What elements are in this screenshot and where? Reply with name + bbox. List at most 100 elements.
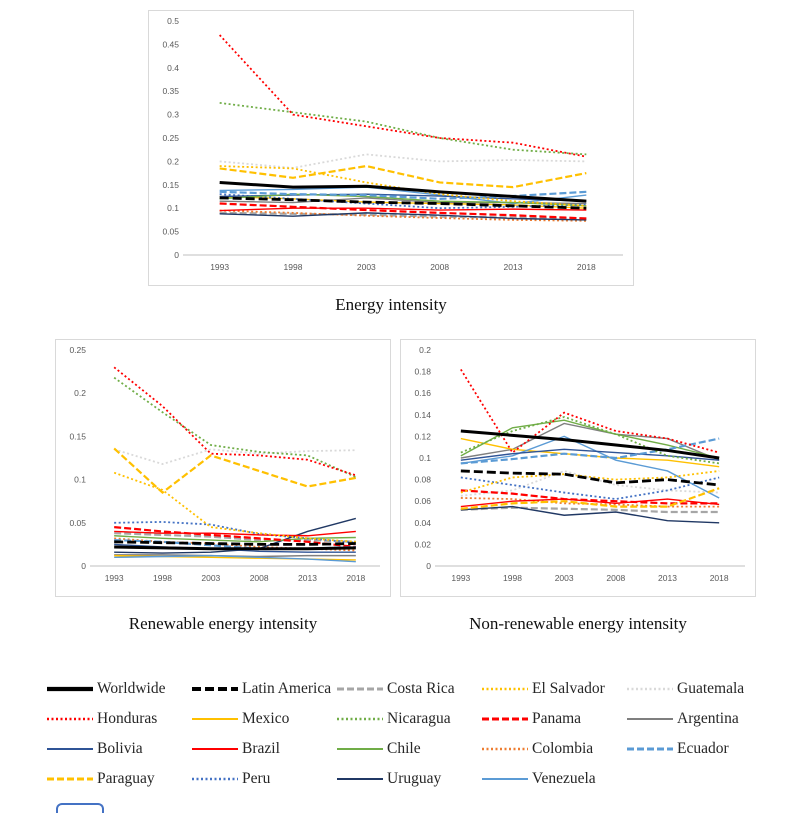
non-renewable-energy-intensity-chart: 0 0.02 0.04 0.06 0.08 0.1 0.12 0.14 0.16 0.18 0.2 1…	[400, 339, 756, 597]
series-line-argentina	[460, 422, 720, 461]
y-tick-label: 0.18	[414, 367, 431, 377]
series-line-ecuador	[219, 190, 587, 200]
legend-label: Guatemala	[677, 680, 745, 697]
x-tick-label: 1998	[153, 573, 172, 583]
x-tick-label: 2013	[298, 573, 317, 583]
legend-label: Mexico	[242, 710, 290, 727]
series-line-bolivia	[460, 448, 720, 461]
y-tick-label: 0.3	[167, 110, 179, 120]
series-line-worldwide	[219, 180, 587, 203]
legend-label: Paraguay	[97, 770, 155, 787]
legend-item-venezuela: Venezuela	[481, 764, 626, 794]
legend-item-uruguay: Uruguay	[336, 764, 481, 794]
legend-item-honduras: Honduras	[46, 704, 191, 734]
series-line-brazil	[219, 207, 587, 212]
x-tick-label: 2008	[430, 262, 449, 272]
y-tick-label: 0.25	[162, 133, 179, 143]
legend-line-sample-icon	[337, 748, 383, 750]
legend-item-el-salvador: El Salvador	[481, 674, 626, 704]
series-line-peru	[460, 476, 720, 500]
legend-label: Uruguay	[387, 770, 442, 787]
series-line-costa-rica	[114, 532, 356, 543]
x-tick-label: 2003	[357, 262, 376, 272]
legend-label: Chile	[387, 740, 421, 757]
legend-label: Latin America	[242, 680, 332, 697]
legend-line-sample-icon	[192, 718, 238, 720]
legend-item-worldwide: Worldwide	[46, 674, 191, 704]
series-line-venezuela	[219, 186, 587, 205]
y-tick-label: 0.16	[414, 388, 431, 398]
legend-line-sample-icon	[337, 717, 383, 721]
legend-item-bolivia: Bolivia	[46, 734, 191, 764]
x-tick-label: 2018	[346, 573, 365, 583]
legend-item-paraguay: Paraguay	[46, 764, 191, 794]
series-line-paraguay	[113, 447, 357, 494]
energy-intensity-chart: 0 0.05 0.1 0.15 0.2 0.25 0.3 0.35 0.4 0.45 0.5 1993…	[148, 10, 634, 286]
series-line-honduras	[219, 34, 587, 158]
x-tick-label: 1998	[284, 262, 303, 272]
legend-label: El Salvador	[532, 680, 605, 697]
y-tick-label: 0.14	[414, 410, 431, 420]
legend-line-sample-icon	[192, 777, 238, 781]
y-tick-label: 0.1	[419, 453, 431, 463]
y-tick-label: 0.15	[162, 180, 179, 190]
x-tick-label: 1993	[210, 262, 229, 272]
y-tick-label: 0.05	[162, 227, 179, 237]
legend-line-sample-icon	[192, 687, 238, 691]
x-tick-label: 1998	[503, 573, 522, 583]
x-tick-label: 2003	[555, 573, 574, 583]
y-tick-label: 0.2	[74, 388, 86, 398]
series-line-worldwide	[460, 429, 720, 460]
plot-area: 0 0.05 0.1 0.15 0.2 0.25 0.3 0.35 0.4 0.45 0.5 1993…	[162, 16, 623, 272]
y-tick-label: 0.15	[69, 431, 86, 441]
legend-label: Brazil	[242, 740, 280, 757]
x-tick-label: 2018	[710, 573, 729, 583]
legend-item-ecuador: Ecuador	[626, 734, 771, 764]
legend-label: Argentina	[677, 710, 739, 727]
series-line-ecuador	[460, 437, 720, 465]
legend-label: Venezuela	[532, 770, 596, 787]
series-line-nicaragua	[113, 376, 357, 478]
series-line-honduras	[460, 368, 720, 454]
legend-line-sample-icon	[192, 748, 238, 750]
legend-item-costa-rica: Costa Rica	[336, 674, 481, 704]
legend-item-nicaragua: Nicaragua	[336, 704, 481, 734]
series-line-paraguay	[460, 487, 720, 510]
legend-line-sample-icon	[47, 717, 93, 721]
legend-item-mexico: Mexico	[191, 704, 336, 734]
x-tick-label: 1993	[105, 573, 124, 583]
series-line-nicaragua	[219, 102, 587, 156]
legend-label: Peru	[242, 770, 271, 787]
series-line-mexico	[460, 437, 720, 468]
y-tick-label: 0.05	[69, 518, 86, 528]
y-tick-label: 0	[174, 250, 179, 260]
x-tick-label: 2013	[504, 262, 523, 272]
legend-line-sample-icon	[482, 778, 528, 780]
y-tick-label: 0.04	[414, 518, 431, 528]
y-tick-label: 0.02	[414, 539, 431, 549]
series-line-guatemala	[460, 470, 720, 497]
legend-line-sample-icon	[627, 747, 673, 751]
series-line-chile	[219, 193, 587, 207]
renewable-energy-intensity-chart: 0 0.05 0.1 0.15 0.2 0.25 1993 1998 2003 2008 2013 2…	[55, 339, 391, 597]
legend-item-colombia: Colombia	[481, 734, 626, 764]
series-line-paraguay	[219, 164, 587, 189]
x-tick-label: 2018	[577, 262, 596, 272]
y-tick-label: 0.06	[414, 496, 431, 506]
series-line-venezuela	[460, 435, 720, 499]
legend-label: Panama	[532, 710, 582, 727]
legend-item-latin-america: Latin America	[191, 674, 336, 704]
y-tick-label: 0.2	[419, 345, 431, 355]
legend-item-guatemala: Guatemala	[626, 674, 771, 704]
y-tick-label: 0.12	[414, 431, 431, 441]
y-tick-label: 0.5	[167, 16, 179, 26]
y-tick-label: 0.08	[414, 475, 431, 485]
series-line-latin-america	[460, 469, 720, 487]
series-line-costa-rica	[460, 506, 720, 514]
series-line-uruguay	[219, 212, 587, 221]
legend-line-sample-icon	[47, 777, 93, 781]
legend-line-sample-icon	[627, 687, 673, 691]
legend-line-sample-icon	[627, 718, 673, 720]
plot-area: 0 0.05 0.1 0.15 0.2 0.25 1993 1998 2003 2008 2013 2…	[69, 345, 380, 583]
series-line-brazil	[114, 530, 356, 537]
